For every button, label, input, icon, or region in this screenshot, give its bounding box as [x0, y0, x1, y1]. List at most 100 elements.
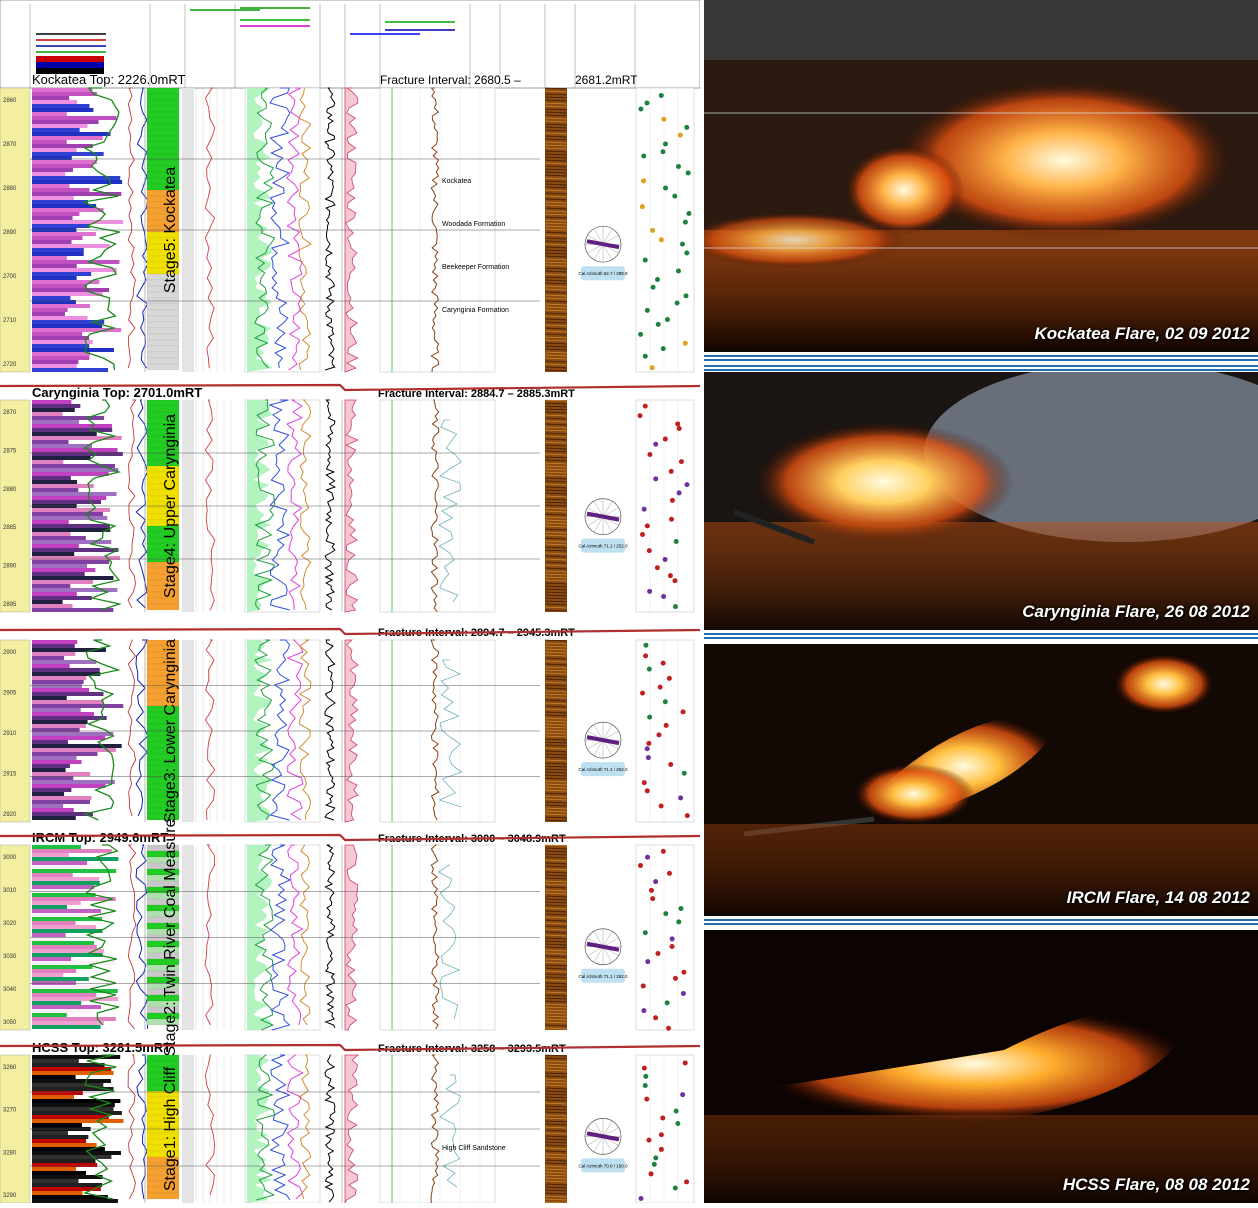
- image-log-streak: [544, 714, 568, 717]
- image-log-streak: [544, 946, 568, 949]
- gamma-band: [32, 1071, 114, 1075]
- image-log-streak: [544, 303, 568, 306]
- gamma-band: [32, 280, 100, 284]
- gamma-band: [32, 568, 96, 572]
- image-log-streak: [544, 93, 568, 96]
- dip-tadpole: [644, 746, 650, 752]
- image-log-streak: [544, 96, 568, 99]
- gamma-band: [32, 917, 102, 921]
- gamma-band: [32, 776, 74, 780]
- dip-tadpole: [650, 896, 656, 902]
- gamma-band: [32, 1167, 77, 1171]
- gamma-band: [32, 604, 73, 608]
- gamma-band: [32, 212, 80, 216]
- dip-tadpole: [664, 317, 670, 323]
- image-log-streak: [544, 285, 568, 288]
- pore-pressure-curve: [439, 1074, 461, 1188]
- image-log-streak: [544, 231, 568, 234]
- gamma-band: [32, 997, 119, 1001]
- image-log-streak: [544, 913, 568, 916]
- dip-tadpole: [669, 943, 675, 949]
- image-log-streak: [544, 330, 568, 333]
- gamma-band: [32, 688, 89, 692]
- image-log-streak: [544, 417, 568, 420]
- image-log-streak: [544, 261, 568, 264]
- dip-tadpole: [654, 565, 660, 571]
- image-log-streak: [544, 1012, 568, 1015]
- image-log-streak: [544, 525, 568, 528]
- gamma-band: [32, 104, 90, 108]
- lithology-band: [146, 135, 180, 143]
- image-log-streak: [544, 198, 568, 201]
- image-log-streak: [544, 585, 568, 588]
- lithology-band: [146, 1192, 180, 1200]
- image-log-streak: [544, 486, 568, 489]
- image-log-streak: [544, 150, 568, 153]
- gamma-band: [32, 712, 94, 716]
- photo-caption: HCSS Flare, 08 08 2012: [1062, 1175, 1250, 1194]
- gamma-band: [32, 208, 104, 212]
- dip-tadpole: [647, 714, 653, 720]
- azimuth-note: Cal Azimuth 62.7 / 288.9: [578, 271, 628, 276]
- image-log-streak: [544, 147, 568, 150]
- image-log-streak: [544, 561, 568, 564]
- gamma-band: [32, 360, 79, 364]
- header-frame: [0, 0, 701, 89]
- fracture-interval-label: Fracture Interval: 2680.5 –: [380, 73, 521, 87]
- image-log-streak: [544, 910, 568, 913]
- image-log-streak: [544, 1087, 568, 1090]
- image-log-streak: [544, 195, 568, 198]
- dip-tadpole: [641, 506, 647, 512]
- image-log-streak: [544, 1015, 568, 1018]
- gamma-band: [32, 424, 112, 428]
- image-log-streak: [544, 342, 568, 345]
- image-log-streak: [544, 988, 568, 991]
- density-curve: [136, 1054, 148, 1200]
- gamma-band: [32, 656, 65, 660]
- depth-track: [0, 1054, 31, 1204]
- image-log-streak: [544, 762, 568, 765]
- image-log-streak: [544, 687, 568, 690]
- image-log-streak: [544, 492, 568, 495]
- density-curve: [136, 87, 149, 369]
- image-log-streak: [544, 952, 568, 955]
- gamma-band: [32, 160, 97, 164]
- gamma-band: [32, 108, 94, 112]
- image-log-streak: [544, 1180, 568, 1183]
- lithology-band: [146, 99, 180, 107]
- image-log-streak: [544, 240, 568, 243]
- dip-tadpole: [642, 353, 648, 359]
- image-log-streak: [544, 964, 568, 967]
- image-log-streak: [544, 594, 568, 597]
- photo-separator: [704, 632, 1258, 640]
- depth-tick-label: 3050: [3, 1020, 17, 1026]
- image-log-streak: [544, 549, 568, 552]
- gamma-band: [32, 152, 104, 156]
- gamma-band: [32, 869, 117, 873]
- image-log-streak: [544, 768, 568, 771]
- gamma-band: [32, 332, 83, 336]
- gamma-band: [32, 808, 74, 812]
- lithology-band: [146, 339, 180, 347]
- dip-tadpole: [681, 770, 687, 776]
- image-log-streak: [544, 1192, 568, 1195]
- dip-tadpole: [668, 468, 674, 474]
- gamma-band: [32, 1123, 82, 1127]
- image-log-streak: [544, 1060, 568, 1063]
- dip-tadpole: [662, 556, 668, 562]
- caliper-curve: [298, 1054, 312, 1200]
- image-log-streak: [544, 555, 568, 558]
- image-log-streak: [544, 570, 568, 573]
- image-log-streak: [544, 931, 568, 934]
- dip-tadpole: [656, 732, 662, 738]
- dip-tadpole: [645, 854, 651, 860]
- image-log-streak: [544, 877, 568, 880]
- gamma-band: [32, 1017, 116, 1021]
- gamma-band: [32, 1005, 101, 1009]
- dip-tadpole: [642, 930, 648, 936]
- dip-tadpole: [643, 642, 649, 648]
- dip-tadpole: [653, 441, 659, 447]
- gamma-band: [32, 1199, 118, 1203]
- gamma-band: [32, 220, 124, 224]
